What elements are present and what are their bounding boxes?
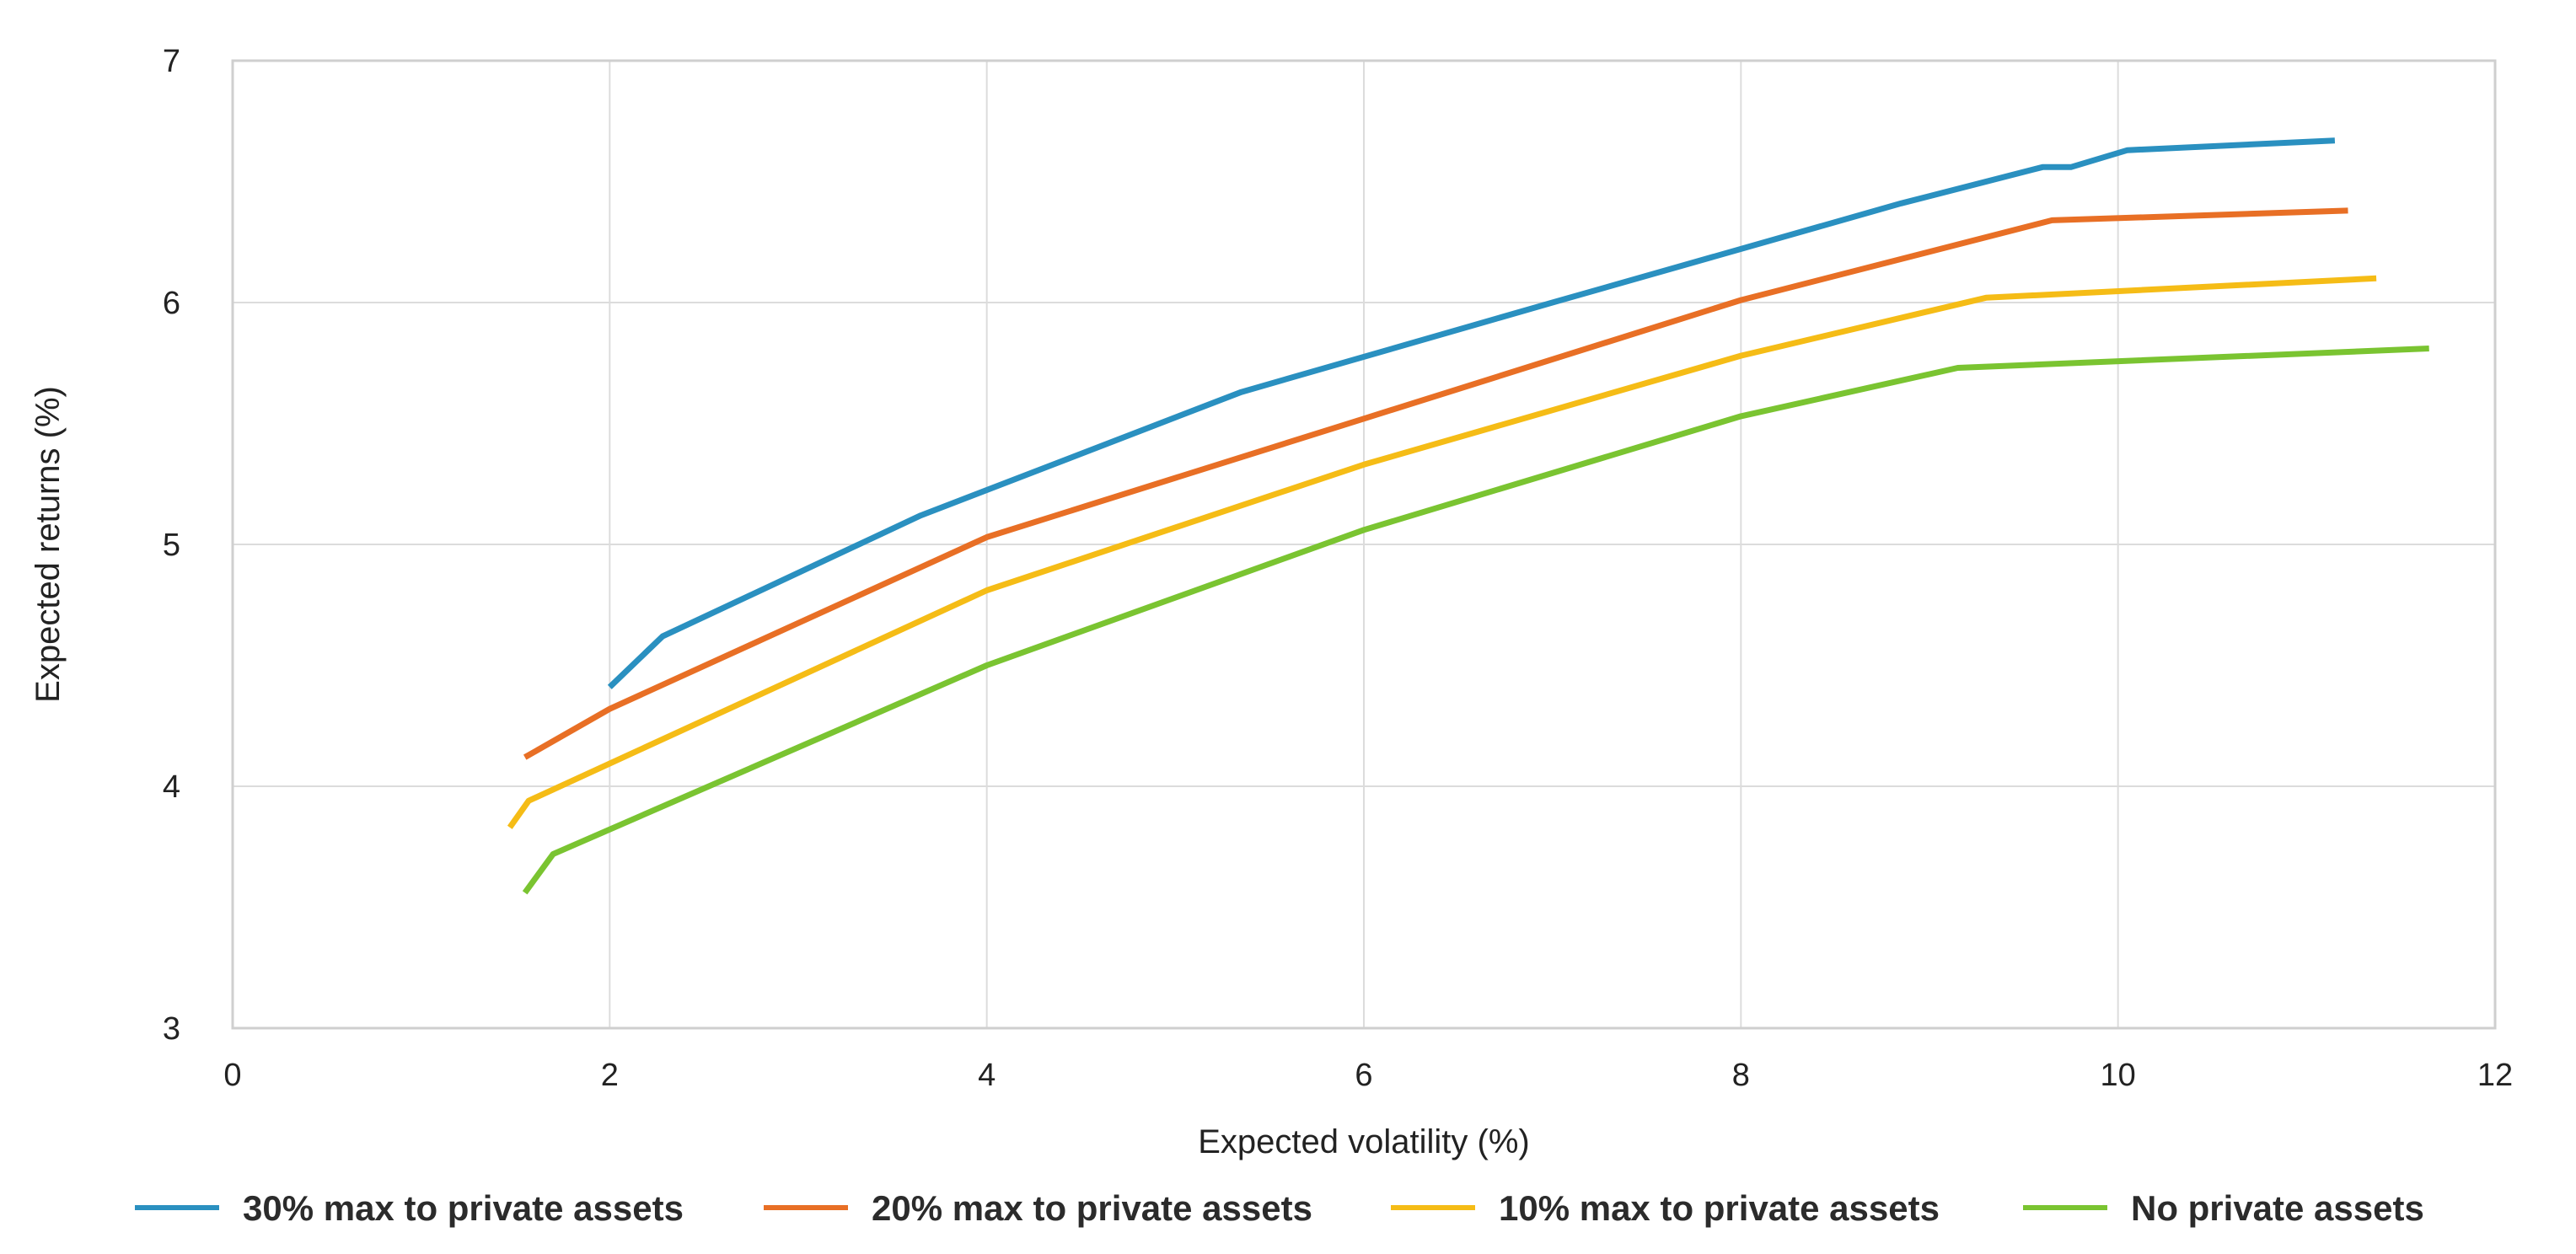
legend-label: 20% max to private assets [872, 1188, 1312, 1228]
y-axis-title: Expected returns (%) [30, 386, 67, 703]
x-tick-label: 2 [601, 1058, 619, 1093]
y-tick-label: 4 [163, 769, 180, 805]
legend: 30% max to private assets 20% max to priv… [135, 1188, 2424, 1228]
y-tick-label: 3 [163, 1011, 180, 1047]
series-line-4 [522, 346, 2429, 895]
legend-label: 10% max to private assets [1499, 1188, 1940, 1228]
series-line-3 [507, 275, 2377, 829]
x-tick-label: 10 [2101, 1058, 2136, 1093]
x-tick-label: 6 [1355, 1058, 1372, 1093]
x-tick-label: 12 [2477, 1058, 2513, 1093]
x-tick-label: 8 [1732, 1058, 1750, 1093]
series-line-1 [607, 137, 2336, 689]
series-lines [507, 137, 2429, 895]
y-tick-label: 7 [163, 44, 180, 79]
legend-label: 30% max to private assets [243, 1188, 684, 1228]
x-tick-label: 4 [978, 1058, 996, 1093]
x-axis-title: Expected volatility (%) [1198, 1123, 1529, 1160]
tick-labels: 0 2 4 6 8 10 12 3 4 5 6 7 [163, 44, 2513, 1093]
plot-frame [231, 59, 2497, 1030]
x-tick-label: 0 [223, 1058, 241, 1093]
series-line-2 [523, 207, 2348, 760]
y-tick-label: 5 [163, 528, 180, 563]
y-tick-label: 6 [163, 286, 180, 321]
grid-lines [231, 59, 2497, 1030]
legend-label: No private assets [2131, 1188, 2424, 1228]
